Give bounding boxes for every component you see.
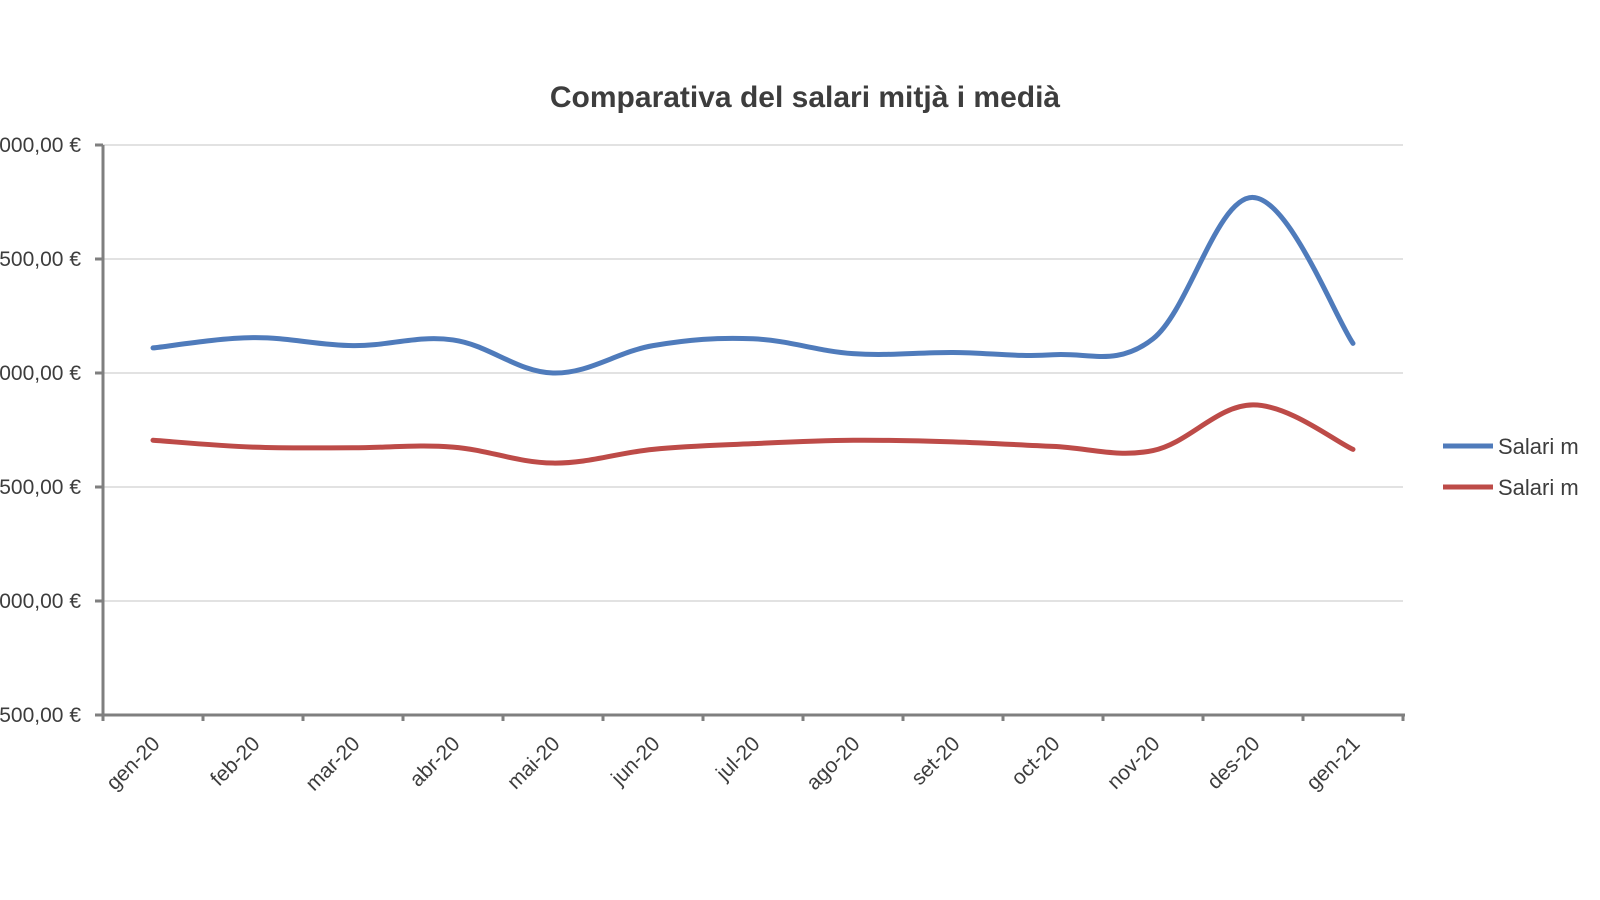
series-lines (150, 194, 1356, 466)
y-tick-label: 3.500,00 € (0, 248, 81, 271)
legend-label: Salari m (1498, 434, 1579, 459)
x-tick-label: set-20 (907, 732, 965, 790)
y-tick-label: 4.000,00 € (0, 134, 81, 157)
y-tick-label: 2.500,00 € (0, 476, 81, 499)
x-tick-label: ago-20 (802, 732, 865, 795)
x-tick-label: jun-20 (606, 732, 664, 790)
y-tick-label: 2.000,00 € (0, 590, 81, 613)
y-tick-label: 3.000,00 € (0, 362, 81, 385)
legend: Salari m Salari m (1443, 434, 1579, 500)
gridlines (103, 144, 1403, 602)
y-axis-ticks: 1.500,00 € 2.000,00 € 2.500,00 € 3.000,00 €… (0, 134, 103, 727)
x-tick-label: nov-20 (1103, 732, 1165, 794)
series-line-1 (150, 194, 1356, 376)
x-tick-label: mar-20 (301, 732, 364, 795)
axes (101, 145, 1405, 717)
x-tick-label: jul-20 (711, 732, 764, 785)
x-tick-label: gen-20 (102, 732, 165, 795)
x-tick-label: mai-20 (503, 732, 565, 794)
x-axis-ticks: gen-20 feb-20 mar-20 abr-20 mai-20 jun-20 jul-… (101, 715, 1405, 796)
x-tick-label: oct-20 (1007, 732, 1065, 790)
x-tick-label: abr-20 (405, 732, 464, 791)
chart-title: Comparativa del salari mitjà i medià (550, 81, 1061, 114)
legend-label: Salari m (1498, 475, 1579, 500)
x-tick-label: des-20 (1203, 732, 1265, 794)
series-line-2 (150, 402, 1356, 466)
x-tick-label: gen-21 (1302, 732, 1365, 795)
x-tick-label: feb-20 (206, 732, 264, 790)
y-tick-label: 1.500,00 € (0, 704, 81, 727)
